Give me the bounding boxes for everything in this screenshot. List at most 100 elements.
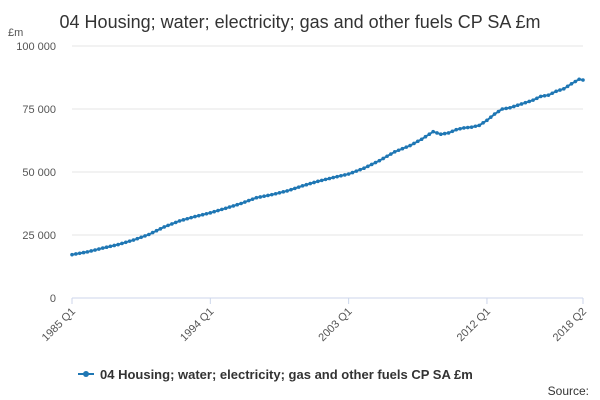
data-point[interactable] [231, 204, 236, 208]
data-point[interactable] [439, 132, 443, 136]
data-point[interactable] [431, 129, 435, 134]
data-point[interactable] [262, 194, 266, 198]
data-point[interactable] [223, 206, 228, 211]
data-point[interactable] [508, 105, 512, 110]
data-point[interactable] [112, 243, 117, 248]
data-point[interactable] [446, 131, 451, 135]
data-point[interactable] [89, 249, 94, 253]
data-point[interactable] [208, 211, 213, 215]
data-point[interactable] [412, 141, 416, 146]
data-point[interactable] [419, 137, 424, 142]
data-point[interactable] [316, 179, 320, 184]
data-point[interactable] [227, 205, 232, 209]
data-point[interactable] [97, 247, 101, 251]
data-point[interactable] [212, 209, 216, 214]
data-point[interactable] [531, 98, 535, 102]
data-point[interactable] [254, 195, 259, 200]
data-point[interactable] [535, 96, 539, 101]
data-point[interactable] [565, 84, 570, 89]
data-point[interactable] [381, 156, 386, 161]
data-point[interactable] [488, 115, 493, 119]
data-point[interactable] [273, 191, 278, 196]
data-point[interactable] [408, 143, 412, 148]
data-point[interactable] [81, 250, 86, 255]
data-point[interactable] [462, 126, 466, 130]
data-point[interactable] [104, 245, 109, 250]
data-point[interactable] [74, 252, 78, 256]
data-point[interactable] [177, 219, 182, 223]
data-point[interactable] [300, 184, 305, 188]
data-point[interactable] [573, 79, 578, 84]
legend-series-label[interactable]: 04 Housing; water; electricity; gas and … [100, 367, 473, 382]
data-point[interactable] [108, 244, 113, 249]
data-point[interactable] [396, 148, 401, 153]
data-point[interactable] [473, 124, 478, 129]
data-point[interactable] [558, 88, 562, 92]
data-point[interactable] [335, 174, 339, 179]
data-point[interactable] [331, 175, 336, 180]
data-point[interactable] [154, 228, 159, 233]
data-point[interactable] [170, 222, 174, 226]
data-point[interactable] [162, 225, 167, 229]
data-point[interactable] [581, 78, 585, 82]
data-point[interactable] [377, 158, 382, 163]
data-point[interactable] [147, 232, 151, 237]
data-point[interactable] [523, 100, 528, 105]
data-point[interactable] [577, 77, 581, 82]
data-point[interactable] [293, 186, 297, 191]
data-point[interactable] [542, 93, 547, 98]
data-point[interactable] [269, 192, 274, 197]
data-point[interactable] [423, 134, 428, 139]
data-point[interactable] [481, 121, 485, 125]
data-point[interactable] [70, 252, 74, 257]
data-point[interactable] [362, 166, 366, 171]
data-point[interactable] [515, 103, 520, 108]
data-point[interactable] [346, 172, 351, 176]
data-point[interactable] [450, 129, 455, 134]
data-point[interactable] [116, 242, 120, 247]
data-point[interactable] [319, 178, 324, 183]
data-point[interactable] [200, 212, 205, 217]
data-point[interactable] [442, 131, 447, 136]
data-point[interactable] [243, 200, 247, 204]
data-point[interactable] [220, 207, 224, 212]
data-point[interactable] [385, 154, 389, 159]
data-point[interactable] [496, 109, 501, 114]
data-point[interactable] [538, 94, 543, 99]
data-point[interactable] [235, 202, 240, 207]
data-point[interactable] [327, 176, 332, 181]
data-point[interactable] [189, 215, 193, 220]
data-point[interactable] [216, 208, 220, 213]
data-point[interactable] [246, 198, 251, 203]
data-point[interactable] [258, 195, 263, 199]
data-point[interactable] [415, 139, 420, 144]
data-point[interactable] [519, 102, 524, 106]
data-point[interactable] [308, 181, 313, 186]
data-point[interactable] [181, 218, 186, 222]
data-point[interactable] [239, 201, 243, 206]
data-point[interactable] [266, 193, 270, 198]
data-point[interactable] [492, 112, 497, 116]
data-point[interactable] [150, 230, 155, 235]
data-point[interactable] [458, 126, 462, 131]
data-point[interactable] [512, 104, 516, 109]
data-point[interactable] [477, 123, 482, 128]
data-point[interactable] [427, 132, 432, 136]
data-point[interactable] [285, 189, 289, 193]
data-point[interactable] [281, 190, 286, 194]
data-point[interactable] [435, 131, 439, 135]
data-point[interactable] [173, 220, 178, 225]
data-point[interactable] [339, 173, 343, 178]
data-point[interactable] [120, 241, 124, 246]
data-point[interactable] [454, 127, 459, 132]
data-point[interactable] [193, 214, 197, 219]
data-point[interactable] [358, 167, 362, 172]
data-point[interactable] [139, 235, 143, 240]
data-point[interactable] [373, 160, 378, 165]
data-point[interactable] [123, 240, 128, 245]
data-point[interactable] [250, 197, 255, 201]
data-point[interactable] [569, 82, 574, 86]
data-point[interactable] [143, 234, 147, 238]
data-point[interactable] [354, 169, 359, 173]
data-point[interactable] [400, 146, 405, 151]
